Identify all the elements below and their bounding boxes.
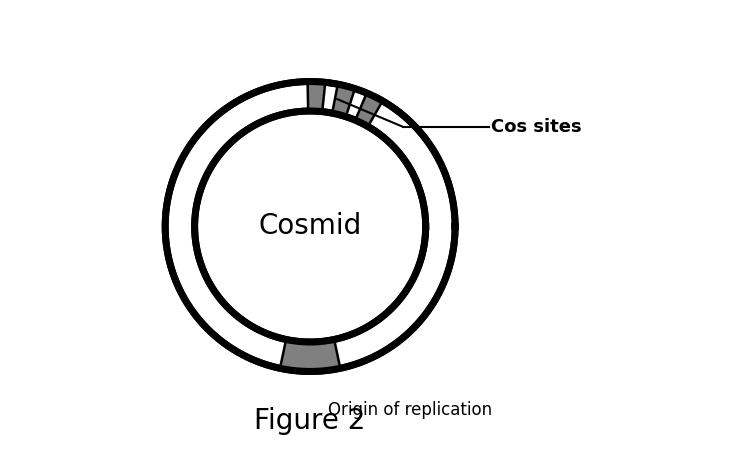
Polygon shape: [356, 95, 381, 125]
Polygon shape: [195, 111, 426, 342]
Text: Cosmid: Cosmid: [259, 212, 362, 241]
Polygon shape: [308, 84, 325, 109]
Polygon shape: [281, 342, 340, 369]
Text: Origin of replication: Origin of replication: [328, 401, 492, 419]
Polygon shape: [165, 82, 455, 371]
Polygon shape: [332, 87, 354, 115]
Text: Figure 2: Figure 2: [254, 407, 366, 435]
Text: Cos sites: Cos sites: [491, 118, 582, 136]
